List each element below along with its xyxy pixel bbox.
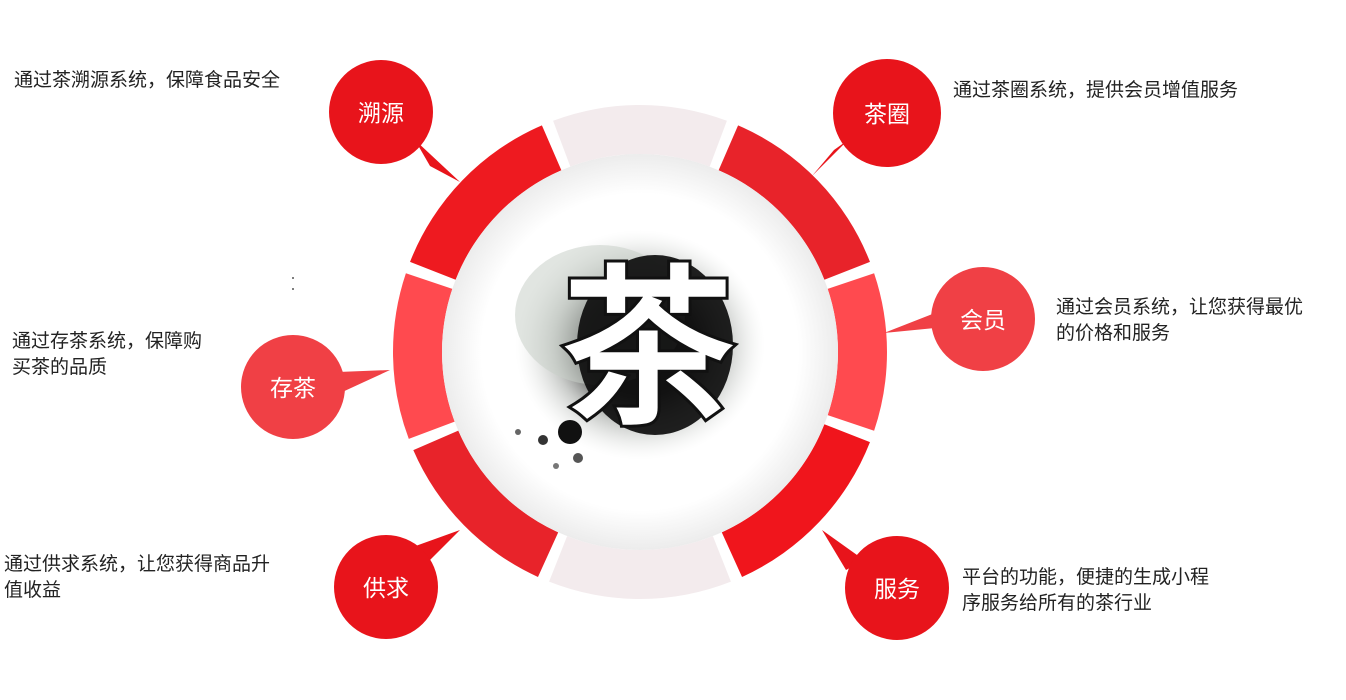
ring-segment-store <box>393 273 455 439</box>
bubble-circle[interactable]: 茶圈 <box>812 59 941 176</box>
ring-segment-circle <box>718 125 870 280</box>
ring-segment-bottom-pale <box>549 536 731 599</box>
ring-segment-service <box>721 424 870 577</box>
bubble-store[interactable]: 存茶 <box>241 335 390 439</box>
bubble-label-trace: 溯源 <box>358 101 404 127</box>
feature-ring <box>393 104 887 599</box>
desc-member: 通过会员系统，让您获得最优 的价格和服务 <box>1056 296 1304 344</box>
ring-segment-supply <box>413 430 559 577</box>
desc-store: 通过存茶系统，保障购 买茶的品质 <box>12 330 203 378</box>
desc-supply: 通过供求系统，让您获得商品升 值收益 <box>4 553 271 601</box>
ring-segment-member <box>827 273 887 431</box>
desc-trace: 通过茶溯源系统，保障食品安全 <box>14 69 281 91</box>
ring-segment-top-pale <box>553 104 727 167</box>
desc-circle: 通过茶圈系统，提供会员增值服务 <box>953 79 1239 101</box>
bubble-trace[interactable]: 溯源 <box>329 60 460 182</box>
center-tea-character-fill: 茶 <box>563 249 734 449</box>
bubble-label-service: 服务 <box>874 577 920 603</box>
desc-service: 平台的功能，便捷的生成小程 序服务给所有的茶行业 <box>962 566 1210 614</box>
bubble-label-supply: 供求 <box>363 576 409 602</box>
ink-wash-icon <box>515 230 765 469</box>
stray-dot <box>292 288 294 290</box>
stray-dot <box>292 277 294 279</box>
bubble-supply[interactable]: 供求 <box>334 530 460 639</box>
center-tea-character: 茶 <box>563 249 734 449</box>
ring-segment-trace <box>410 125 562 280</box>
bubble-label-member: 会员 <box>960 308 1006 334</box>
bubble-service[interactable]: 服务 <box>822 530 949 640</box>
bubble-member[interactable]: 会员 <box>884 267 1035 371</box>
bubble-label-circle: 茶圈 <box>864 102 910 128</box>
bubble-label-store: 存茶 <box>270 376 316 402</box>
